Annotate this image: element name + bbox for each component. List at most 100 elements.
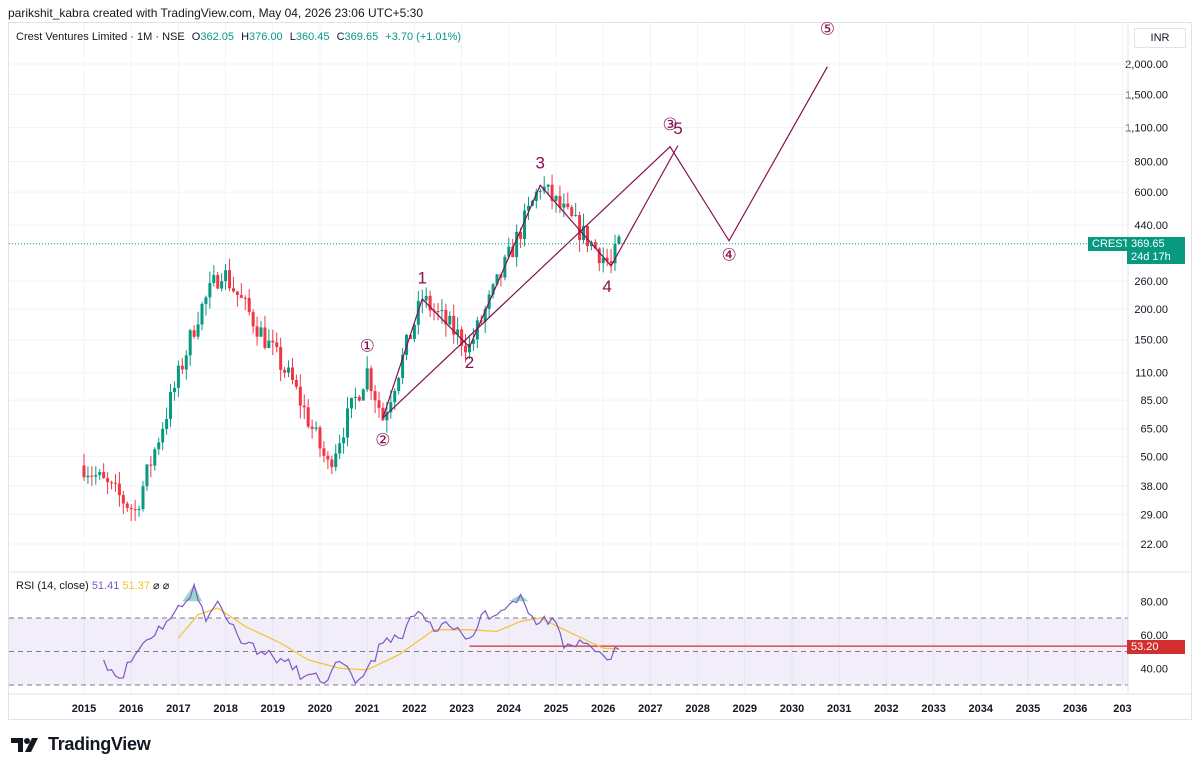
candle-body: [597, 248, 601, 264]
candle-body: [271, 340, 275, 343]
tradingview-brand: TradingView: [48, 734, 151, 754]
candle-body: [534, 191, 538, 201]
time-tick-label: 2035: [1016, 703, 1040, 715]
candle-body: [377, 400, 381, 408]
candle-body: [601, 257, 605, 264]
time-tick-label: 2023: [449, 703, 473, 715]
time-tick-label: 2022: [402, 703, 426, 715]
price-tick-label: 800.00: [1134, 157, 1168, 169]
candle-body: [279, 347, 283, 370]
candle-body: [578, 215, 582, 240]
price-tick-label: 1,500.00: [1125, 90, 1168, 102]
rsi-legend: RSI (14, close) 51.41 51.37 ⌀ ⌀: [16, 579, 169, 592]
price-tick-label: 260.00: [1134, 276, 1168, 288]
candle-body: [613, 243, 617, 264]
candle-body: [357, 396, 361, 401]
price-tick-label: 38.00: [1140, 481, 1168, 493]
candle-body: [239, 294, 243, 298]
candle-body: [231, 288, 235, 292]
candle-body: [102, 472, 106, 479]
candle-body: [570, 207, 574, 216]
candle-body: [593, 242, 597, 249]
wave-label: ②: [375, 430, 390, 449]
symbol-title: Crest Ventures Limited · 1M · NSE: [16, 31, 185, 43]
wave-label: 5: [673, 119, 682, 138]
candle-body: [349, 397, 353, 409]
candle-body: [188, 330, 192, 356]
close-label: C: [336, 31, 345, 43]
candle-body: [212, 274, 216, 284]
candle-body: [507, 246, 511, 257]
wave-label: 4: [602, 277, 611, 296]
chart-attribution: parikshit_kabra created with TradingView…: [8, 6, 424, 20]
candle-body: [428, 295, 432, 311]
candle-body: [251, 312, 255, 327]
candle-body: [121, 495, 125, 504]
price-tick-label: 600.00: [1134, 187, 1168, 199]
candle-body: [322, 448, 326, 456]
rsi-na-1: ⌀: [153, 580, 160, 592]
open-value: 362.05: [200, 31, 235, 43]
candle-body: [393, 390, 397, 403]
time-tick-label: 2036: [1063, 703, 1087, 715]
candle-body: [267, 340, 271, 348]
candle-body: [235, 291, 239, 295]
candle-body: [574, 215, 578, 217]
candle-body: [310, 426, 314, 429]
elliott-wave-drawing: ① ② 1 2 3 4 ③5 ④ ⑤: [360, 20, 835, 450]
price-tick-label: 22.00: [1140, 539, 1168, 551]
candle-body: [397, 377, 401, 391]
candle-body: [228, 270, 232, 289]
candle-body: [275, 342, 279, 348]
axes: 22.00 29.00 38.00 50.00 65.00 85.00 110.00 150.…: [9, 23, 1192, 715]
rsi-ma-value: 51.37: [122, 580, 150, 592]
time-tick-label: 203: [1113, 703, 1131, 715]
candle-body: [511, 246, 515, 258]
time-tick-label: 2029: [733, 703, 757, 715]
candle-body: [420, 300, 424, 302]
high-label: H: [241, 31, 250, 43]
candle-body: [369, 368, 373, 392]
open-label: O: [191, 31, 201, 43]
candle-body: [243, 297, 247, 299]
candle-body: [338, 443, 342, 454]
candle-body: [483, 309, 487, 322]
grid-lines: [9, 23, 1128, 694]
candle-body: [255, 326, 259, 337]
candle-body: [523, 210, 527, 239]
candle-body: [169, 391, 173, 420]
candle-body: [220, 281, 224, 289]
candle-body: [519, 231, 523, 239]
time-tick-label: 2031: [827, 703, 851, 715]
candle-body: [381, 407, 385, 421]
time-tick-label: 2021: [355, 703, 379, 715]
time-tick-label: 2024: [497, 703, 522, 715]
candle-body: [129, 507, 133, 510]
candle-body: [113, 482, 117, 484]
candle-body: [82, 465, 86, 478]
candle-body: [346, 408, 350, 438]
wave-label: 3: [536, 154, 545, 173]
wave-label: ①: [360, 337, 375, 356]
time-tick-label: 2028: [685, 703, 709, 715]
footer-branding[interactable]: TradingView: [10, 734, 151, 755]
low-value: 360.45: [295, 31, 330, 43]
candle-body: [582, 225, 586, 240]
candle-body: [161, 428, 165, 443]
tradingview-logo-icon: [11, 737, 38, 752]
candle-body: [361, 389, 365, 401]
candle-body: [302, 405, 306, 408]
symbol-price-tag: CREST: [1088, 237, 1134, 251]
candle-body: [180, 365, 184, 370]
candle-body: [526, 205, 530, 211]
candle-body: [165, 419, 169, 429]
candle-body: [554, 196, 558, 201]
candle-body: [416, 300, 420, 325]
wave-label: ④: [721, 245, 736, 264]
time-tick-label: 2015: [72, 703, 96, 715]
candle-body: [330, 459, 334, 468]
currency-button[interactable]: INR: [1134, 28, 1186, 48]
bar-timer-tag: 24d 17h: [1127, 250, 1185, 264]
wave-label: 2: [465, 353, 474, 372]
